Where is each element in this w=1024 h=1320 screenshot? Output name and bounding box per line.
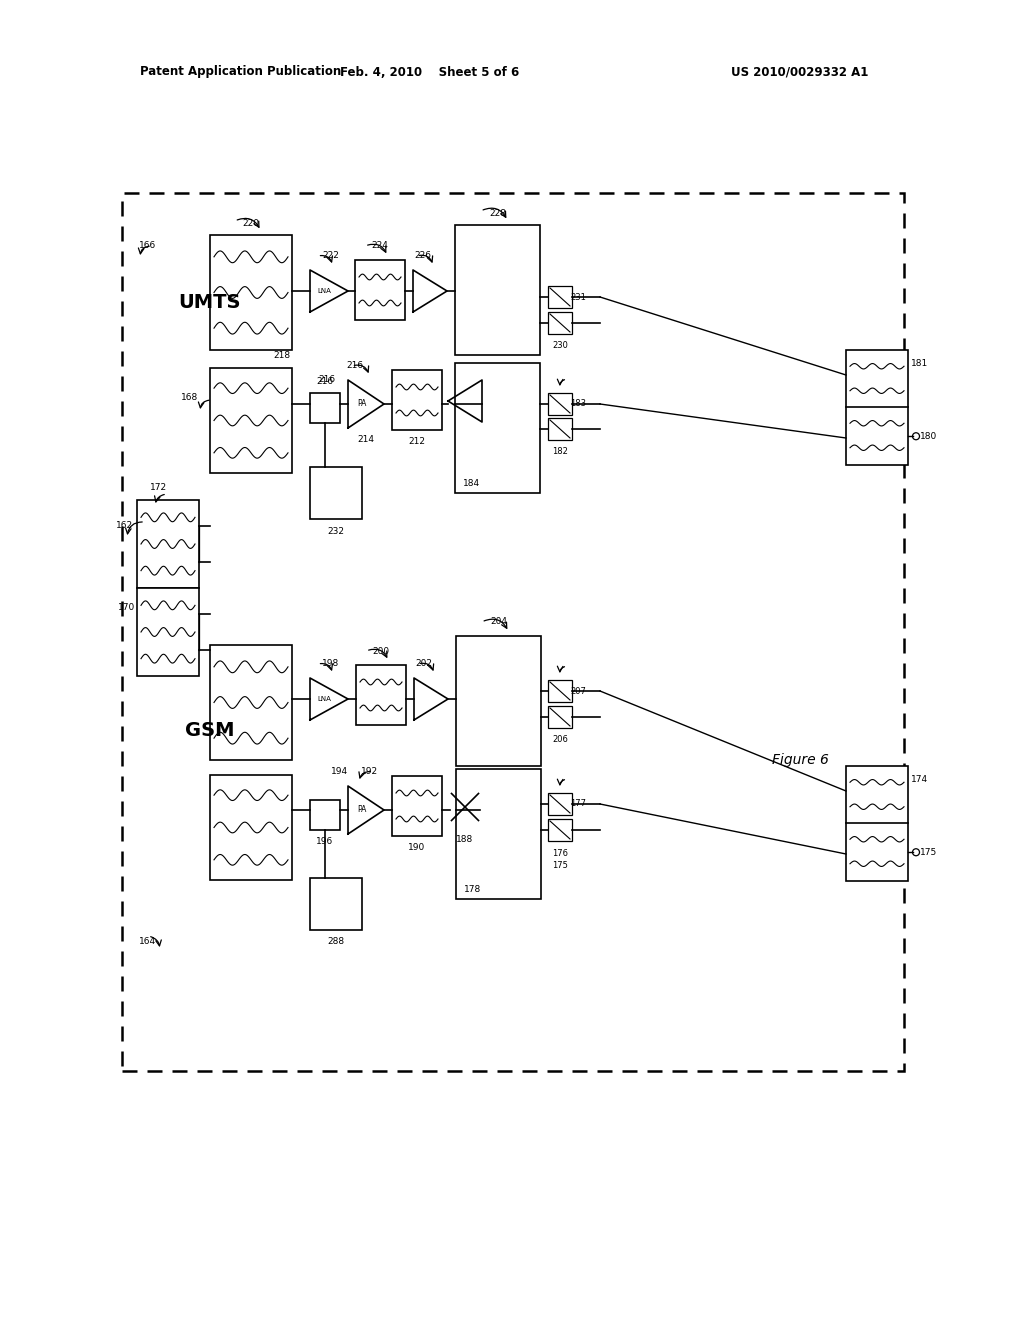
Text: 162: 162 (117, 520, 133, 529)
Bar (846, 350, 908, 465)
Bar (548, 818, 572, 841)
Bar (210, 235, 292, 350)
Text: 216: 216 (316, 376, 334, 385)
Text: 194: 194 (332, 767, 348, 776)
Text: 172: 172 (151, 483, 168, 492)
Text: 183: 183 (570, 400, 586, 408)
Bar (455, 224, 540, 355)
Text: 231: 231 (570, 293, 586, 301)
Text: 176: 176 (552, 849, 568, 858)
Bar (456, 770, 541, 899)
Bar (137, 587, 199, 676)
Text: 175: 175 (552, 862, 568, 870)
Bar (392, 776, 442, 836)
Text: 207: 207 (570, 686, 586, 696)
Bar (356, 665, 406, 725)
Text: 184: 184 (463, 479, 480, 487)
Bar (137, 500, 199, 587)
Text: LNA: LNA (317, 288, 332, 294)
Text: Patent Application Publication: Patent Application Publication (140, 66, 341, 78)
Bar (456, 636, 541, 766)
Text: 216: 216 (318, 375, 336, 384)
Bar (210, 775, 292, 880)
Bar (355, 260, 406, 319)
Text: US 2010/0029332 A1: US 2010/0029332 A1 (731, 66, 868, 78)
Text: UMTS: UMTS (179, 293, 242, 312)
Text: 181: 181 (911, 359, 929, 368)
Bar (210, 368, 292, 473)
Text: 188: 188 (457, 836, 474, 845)
Text: Feb. 4, 2010    Sheet 5 of 6: Feb. 4, 2010 Sheet 5 of 6 (340, 66, 519, 78)
Text: 175: 175 (921, 847, 938, 857)
Bar (210, 645, 292, 760)
Bar (548, 393, 572, 414)
Text: 232: 232 (328, 527, 344, 536)
Text: 196: 196 (316, 837, 334, 846)
Text: 200: 200 (373, 647, 389, 656)
Text: 190: 190 (409, 843, 426, 853)
Text: 198: 198 (323, 660, 340, 668)
Text: 192: 192 (361, 767, 378, 776)
Text: 222: 222 (323, 252, 339, 260)
Bar (846, 766, 908, 880)
Text: 214: 214 (357, 436, 375, 445)
Bar (392, 370, 442, 430)
Text: Figure 6: Figure 6 (771, 752, 828, 767)
Bar (310, 878, 362, 931)
Bar (548, 286, 572, 308)
Text: 212: 212 (409, 437, 426, 446)
Bar (310, 467, 362, 519)
Text: GSM: GSM (185, 721, 234, 739)
Text: 177: 177 (570, 800, 586, 808)
Text: 202: 202 (416, 660, 433, 668)
Text: 174: 174 (911, 776, 929, 784)
Bar (548, 706, 572, 729)
Text: 164: 164 (139, 937, 157, 946)
Text: LNA: LNA (317, 696, 332, 702)
Bar (548, 793, 572, 814)
Text: 224: 224 (372, 242, 388, 251)
Text: PA: PA (357, 805, 367, 814)
Text: PA: PA (357, 400, 367, 408)
Text: 166: 166 (139, 240, 157, 249)
Bar (310, 800, 340, 830)
Text: 216: 216 (347, 362, 364, 371)
Text: 288: 288 (328, 937, 344, 946)
Text: 218: 218 (273, 351, 291, 360)
Text: 220: 220 (243, 219, 259, 227)
Text: 226: 226 (415, 252, 432, 260)
Text: 230: 230 (552, 342, 568, 351)
Text: 170: 170 (119, 603, 135, 612)
Text: 168: 168 (181, 393, 199, 403)
Bar (548, 418, 572, 440)
Bar (310, 393, 340, 422)
Text: 206: 206 (552, 735, 568, 744)
Bar (455, 363, 540, 492)
Text: 182: 182 (552, 447, 568, 457)
Bar (548, 312, 572, 334)
Text: 228: 228 (489, 209, 506, 218)
Text: 180: 180 (921, 432, 938, 441)
Text: 204: 204 (490, 618, 507, 627)
Bar (122, 193, 904, 1071)
Bar (548, 680, 572, 702)
Text: 178: 178 (464, 884, 481, 894)
